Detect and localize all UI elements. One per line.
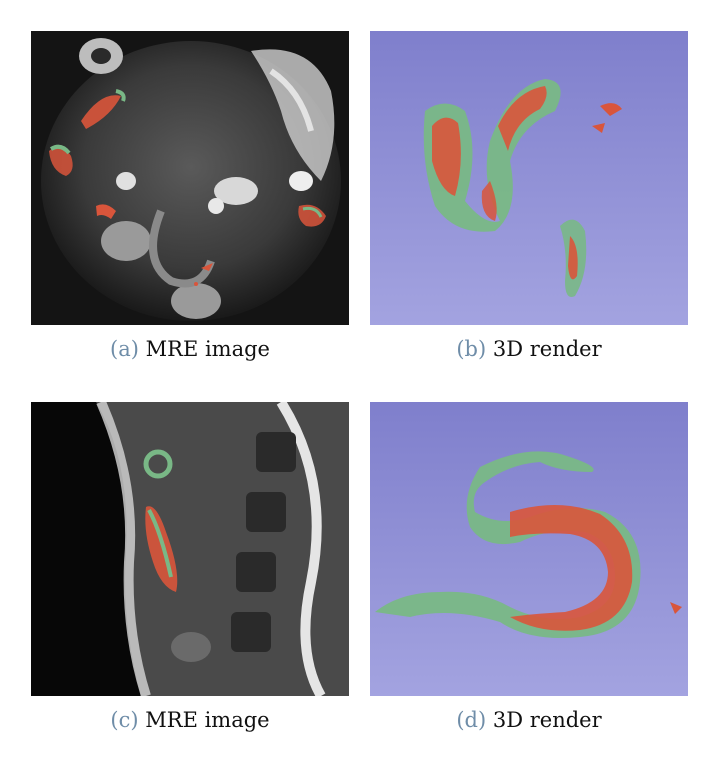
caption-label: MRE image xyxy=(145,337,270,361)
segmentation-overlay xyxy=(96,204,116,219)
caption-label: MRE image xyxy=(145,708,270,732)
segmentation-surface-red xyxy=(432,117,461,196)
segmentation-overlay xyxy=(143,449,173,479)
segmentation-overlay xyxy=(81,95,121,129)
segmentation-surface-green xyxy=(375,451,641,638)
caption-tag: (c) xyxy=(110,708,139,732)
coronal-mre-slice xyxy=(31,31,349,325)
3d-render-b xyxy=(370,31,688,325)
caption-a: (a) MRE image xyxy=(31,337,349,361)
caption-tag: (d) xyxy=(456,708,487,732)
caption-d: (d) 3D render xyxy=(370,708,688,732)
panel-a-mre-image xyxy=(31,31,349,325)
panel-c-mre-image xyxy=(31,402,349,696)
caption-label: 3D render xyxy=(492,708,602,732)
panel-d-3d-render xyxy=(370,402,688,696)
3d-render-d xyxy=(370,402,688,696)
caption-c: (c) MRE image xyxy=(31,708,349,732)
caption-b: (b) 3D render xyxy=(370,337,688,361)
caption-label: 3D render xyxy=(492,337,602,361)
segmentation-overlay xyxy=(49,147,73,176)
segmentation-overlay xyxy=(298,204,326,227)
segmentation-surface-red xyxy=(510,504,633,631)
panel-b-3d-render xyxy=(370,31,688,325)
caption-tag: (b) xyxy=(456,337,487,361)
sagittal-mre-slice xyxy=(31,402,349,696)
caption-tag: (a) xyxy=(110,337,139,361)
